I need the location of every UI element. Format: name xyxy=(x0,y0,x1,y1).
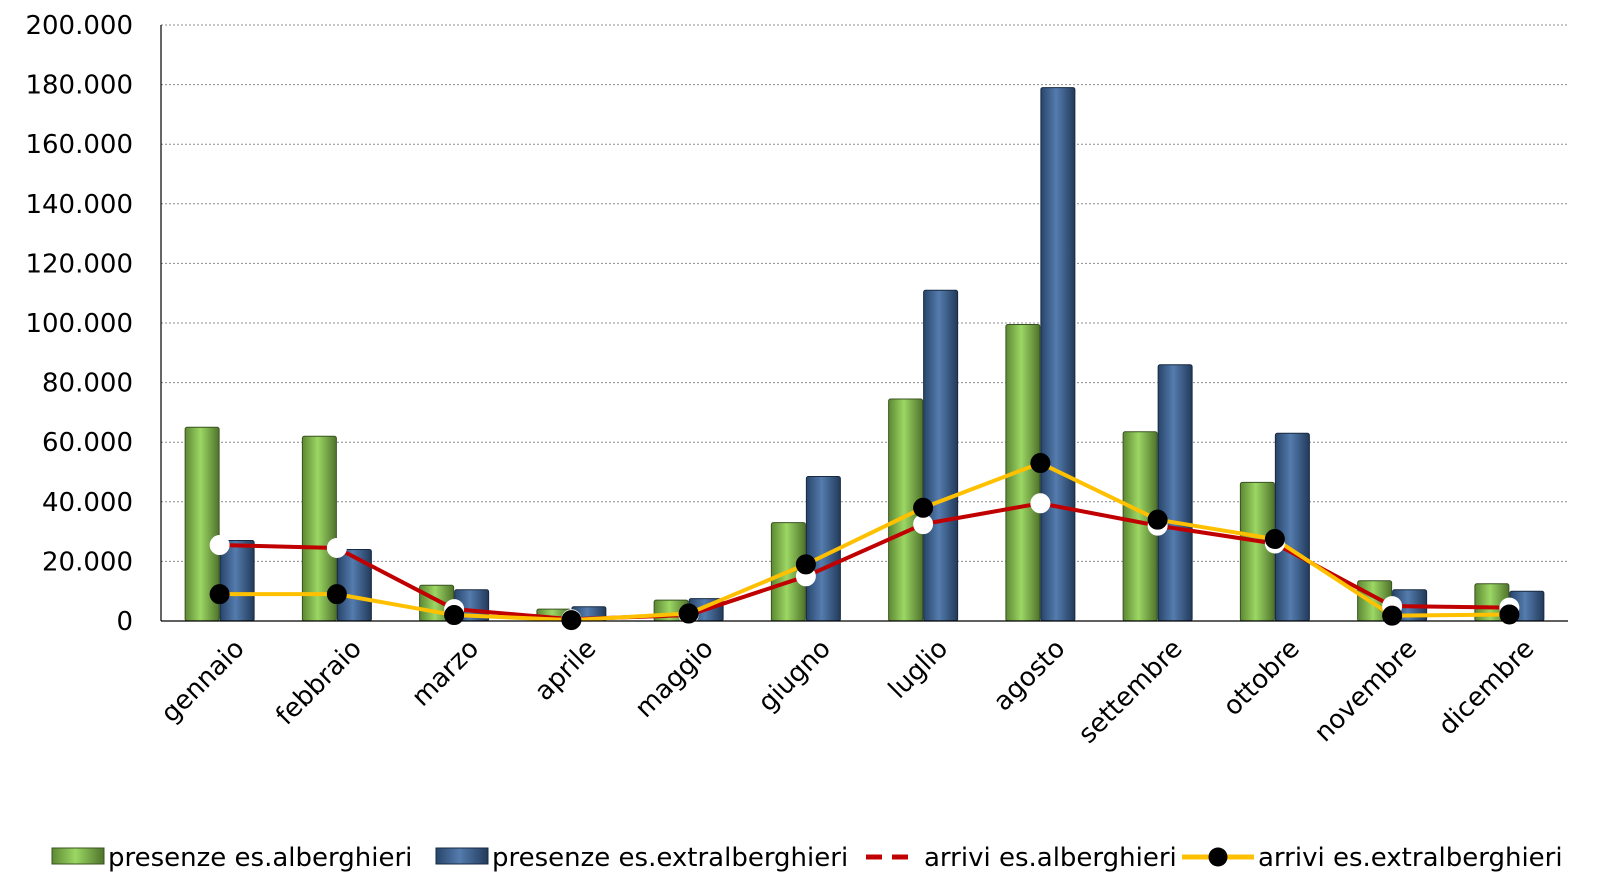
series-lines xyxy=(209,453,1520,631)
x-tick-label: gennaio xyxy=(155,634,250,729)
y-tick-label: 140.000 xyxy=(25,190,133,220)
bar-extralberghieri-febbraio xyxy=(336,548,372,622)
x-tick-label: dicembre xyxy=(1433,634,1540,741)
legend-item: presenze es.extralberghieri xyxy=(435,843,848,873)
point-arrivi-alberghieri-gennaio xyxy=(209,535,230,556)
x-tick-label: maggio xyxy=(629,634,719,724)
y-tick-label: 160.000 xyxy=(25,130,133,160)
x-tick-label: febbraio xyxy=(270,634,368,732)
point-arrivi-extralberghieri-ottobre xyxy=(1264,529,1285,550)
point-arrivi-alberghieri-febbraio xyxy=(326,537,347,558)
x-tick-label: giugno xyxy=(753,634,837,718)
legend-label: presenze es.alberghieri xyxy=(108,843,412,873)
y-tick-label: 120.000 xyxy=(25,249,133,279)
legend-item: presenze es.alberghieri xyxy=(51,843,412,873)
y-tick-label: 200.000 xyxy=(25,11,133,41)
legend-swatch xyxy=(435,847,489,865)
point-arrivi-extralberghieri-settembre xyxy=(1147,509,1168,530)
y-tick-label: 100.000 xyxy=(25,309,133,339)
y-tick-label: 20.000 xyxy=(42,547,133,577)
point-arrivi-extralberghieri-giugno xyxy=(795,554,816,575)
x-axis: gennaio febbraio marzo aprile maggio giugno lu… xyxy=(155,620,1568,750)
point-arrivi-extralberghieri-maggio xyxy=(678,603,699,624)
bar-extralberghieri-ottobre xyxy=(1274,432,1310,622)
legend-marker xyxy=(1208,847,1228,867)
legend-label: arrivi es.alberghieri xyxy=(924,843,1177,873)
gridlines xyxy=(161,24,1568,562)
legend-item: arrivi es.alberghieri xyxy=(866,843,1177,873)
x-tick-label: aprile xyxy=(529,634,602,707)
point-arrivi-extralberghieri-dicembre xyxy=(1499,604,1520,625)
x-tick-label: ottobre xyxy=(1218,634,1306,722)
legend-swatch xyxy=(51,847,105,865)
point-arrivi-extralberghieri-aprile xyxy=(561,610,582,631)
point-arrivi-extralberghieri-luglio xyxy=(913,497,934,518)
legend-item: arrivi es.extralberghieri xyxy=(1182,843,1563,873)
point-arrivi-extralberghieri-febbraio xyxy=(326,584,347,605)
y-axis: 200.000 180.000 160.000 140.000 120.000 100.0… xyxy=(25,11,162,637)
bar-extralberghieri-agosto xyxy=(1040,87,1076,622)
legend: presenze es.alberghieri presenze es.extra… xyxy=(51,843,1563,873)
bars xyxy=(184,87,1545,622)
line-arrivi-extralberghieri xyxy=(219,461,1510,623)
point-arrivi-extralberghieri-marzo xyxy=(444,605,465,626)
x-tick-label: marzo xyxy=(406,634,485,713)
point-arrivi-extralberghieri-agosto xyxy=(1030,453,1051,474)
y-tick-label: 40.000 xyxy=(42,488,133,518)
y-tick-label: 80.000 xyxy=(42,369,133,399)
x-tick-label: luglio xyxy=(883,634,954,705)
x-tick-label: agosto xyxy=(988,634,1071,717)
point-arrivi-extralberghieri-novembre xyxy=(1382,605,1403,626)
y-tick-label: 180.000 xyxy=(25,71,133,101)
point-arrivi-extralberghieri-gennaio xyxy=(209,584,230,605)
x-tick-label: novembre xyxy=(1309,634,1423,748)
y-tick-label: 60.000 xyxy=(42,428,133,458)
bar-extralberghieri-luglio xyxy=(923,289,959,622)
y-tick-label: 0 xyxy=(116,607,133,637)
point-arrivi-alberghieri-agosto xyxy=(1030,493,1051,514)
x-tick-label: settembre xyxy=(1073,634,1189,750)
legend-label: arrivi es.extralberghieri xyxy=(1258,843,1563,873)
bar-extralberghieri-settembre xyxy=(1157,364,1193,622)
legend-label: presenze es.extralberghieri xyxy=(492,843,848,873)
